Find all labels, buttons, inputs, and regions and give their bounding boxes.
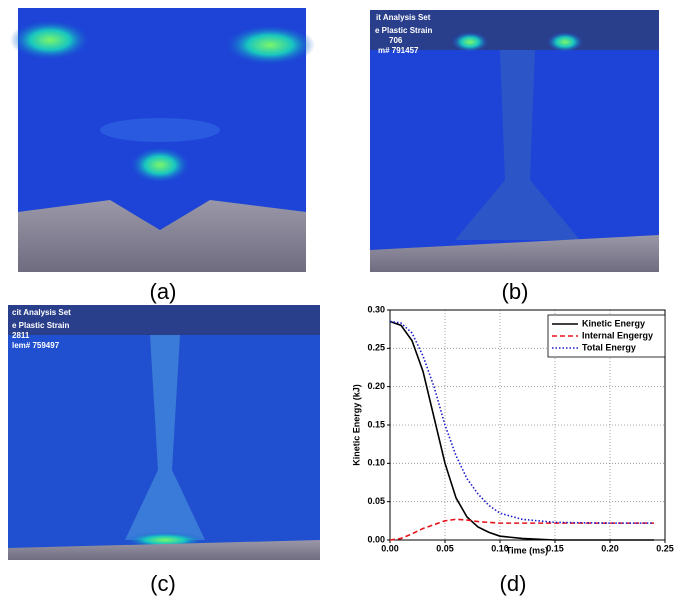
y-tick-label: 0.05	[367, 496, 385, 506]
overlay-text: 2811	[12, 331, 30, 340]
y-tick-label: 0.15	[367, 419, 385, 429]
legend-label: Kinetic Energy	[582, 318, 645, 328]
y-tick-label: 0.30	[367, 304, 385, 314]
overlay-text: lem# 759497	[12, 341, 60, 350]
x-tick-label: 0.20	[601, 543, 619, 553]
x-tick-label: 0.00	[381, 543, 399, 553]
panel-label: (c)	[150, 571, 176, 596]
panel-label: (d)	[500, 571, 527, 596]
panel-label: (b)	[502, 279, 529, 304]
y-tick-label: 0.10	[367, 458, 385, 468]
overlay-text: e Plastic Strain	[375, 26, 432, 35]
x-axis-label: Time (ms)	[506, 545, 548, 555]
x-tick-label: 0.05	[436, 543, 454, 553]
image-a	[10, 8, 315, 272]
data-line	[389, 320, 654, 541]
overlay-text: e Plastic Strain	[12, 321, 69, 330]
y-tick-label: 0.00	[367, 534, 385, 544]
legend-box	[547, 314, 666, 358]
y-tick-label: 0.25	[367, 343, 385, 353]
plot-frame	[389, 309, 666, 541]
overlay-text: m# 791457	[378, 46, 419, 55]
y-tick-label: 0.20	[367, 381, 385, 391]
legend-label: Total Energy	[582, 342, 636, 352]
data-line	[389, 518, 654, 541]
x-tick-label: 0.25	[656, 543, 674, 553]
overlay-text: it Analysis Set	[376, 13, 431, 22]
overlay-text: 706	[389, 36, 403, 45]
y-axis-label: Kinetic Energy (kJ)	[351, 384, 361, 466]
panel-label: (a)	[150, 279, 177, 304]
legend-label: Internal Engergy	[582, 330, 653, 340]
image-b	[370, 10, 659, 272]
x-tick-label: 0.15	[546, 543, 564, 553]
image-c	[8, 305, 320, 560]
overlay-text: cit Analysis Set	[12, 308, 71, 317]
x-tick-label: 0.10	[491, 543, 509, 553]
